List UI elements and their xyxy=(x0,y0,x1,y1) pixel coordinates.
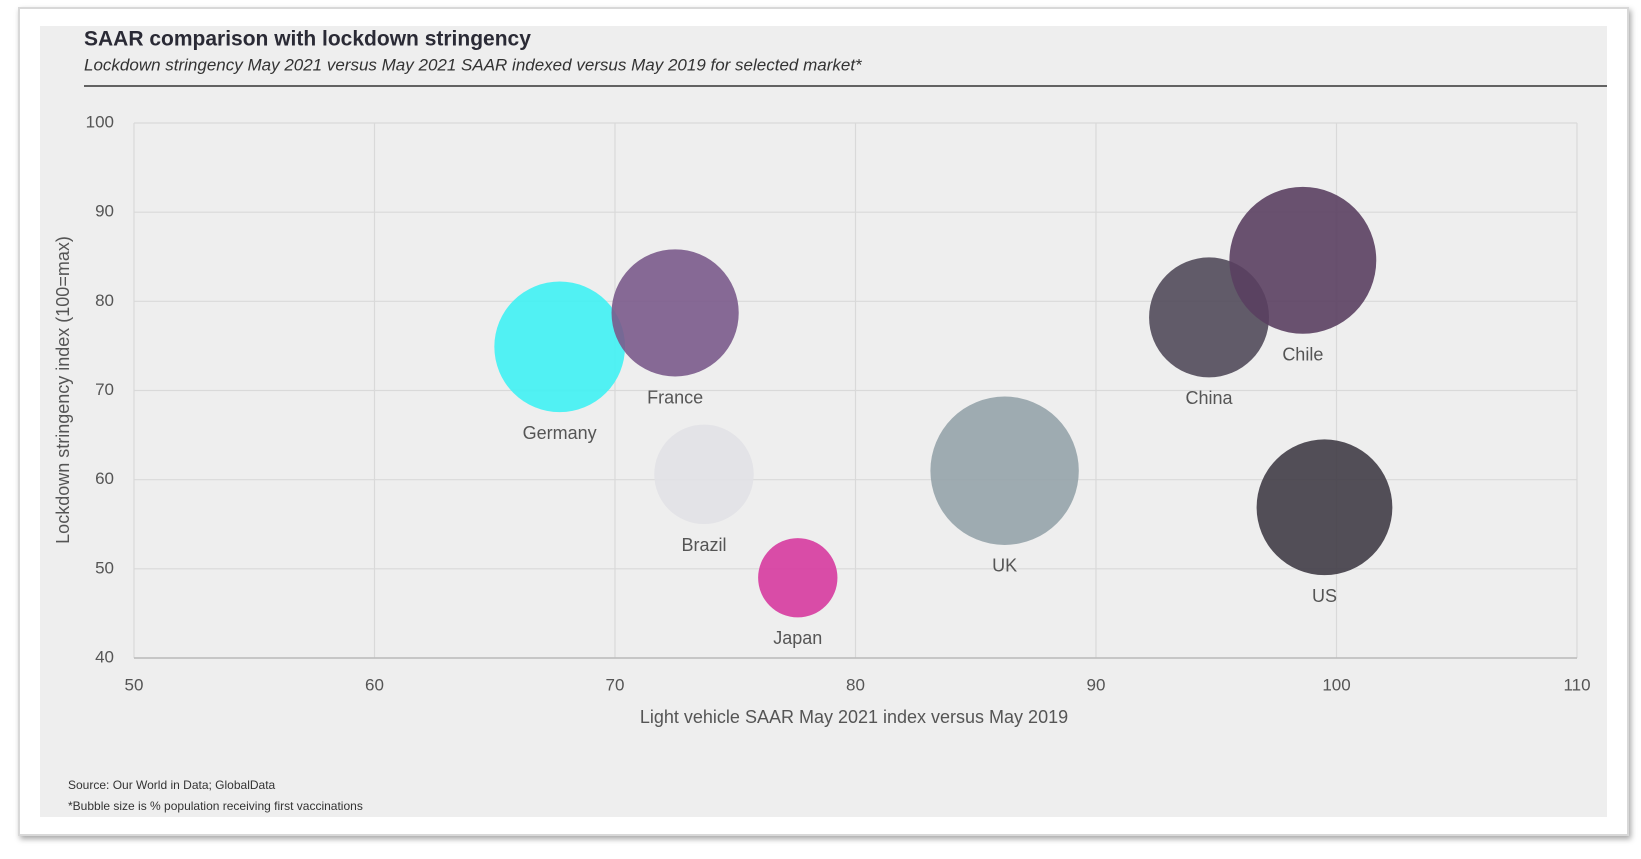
x-tick-label: 60 xyxy=(365,675,384,694)
bubble-label: Japan xyxy=(773,628,822,648)
bubble-label: Chile xyxy=(1282,345,1323,365)
bubble-label: US xyxy=(1312,586,1337,606)
chart-title: SAAR comparison with lockdown stringency xyxy=(84,28,531,51)
bubble-label: China xyxy=(1186,388,1234,408)
x-tick-label: 70 xyxy=(606,675,625,694)
y-tick-label: 60 xyxy=(95,469,114,488)
bubble xyxy=(1229,186,1377,334)
y-tick-label: 70 xyxy=(95,380,114,399)
y-tick-label: 80 xyxy=(95,291,114,310)
y-tick-label: 90 xyxy=(95,202,114,221)
x-tick-label: 90 xyxy=(1087,675,1106,694)
y-axis-label: Lockdown stringency index (100=max) xyxy=(53,236,73,544)
y-tick-label: 100 xyxy=(86,112,114,131)
x-tick-label: 50 xyxy=(125,675,144,694)
bubble xyxy=(930,396,1079,545)
bubble-label: Germany xyxy=(523,423,597,443)
y-tick-label: 50 xyxy=(95,558,114,577)
bubble-label: France xyxy=(647,387,703,407)
panel xyxy=(40,26,1607,817)
bubble xyxy=(494,281,626,413)
x-tick-label: 80 xyxy=(846,675,865,694)
bubble xyxy=(1256,439,1393,576)
x-axis-label: Light vehicle SAAR May 2021 index versus… xyxy=(640,707,1068,727)
chart-subtitle: Lockdown stringency May 2021 versus May … xyxy=(84,55,863,74)
bubble xyxy=(611,249,739,377)
bubble-label: Brazil xyxy=(681,535,726,555)
x-tick-label: 100 xyxy=(1322,675,1350,694)
bubble xyxy=(758,538,838,618)
bubble xyxy=(654,424,754,525)
y-tick-label: 40 xyxy=(95,647,114,666)
x-tick-label: 110 xyxy=(1563,675,1590,694)
bubble-label: UK xyxy=(992,556,1017,576)
note: *Bubble size is % population receiving f… xyxy=(68,799,363,813)
source: Source: Our World in Data; GlobalData xyxy=(68,778,276,792)
